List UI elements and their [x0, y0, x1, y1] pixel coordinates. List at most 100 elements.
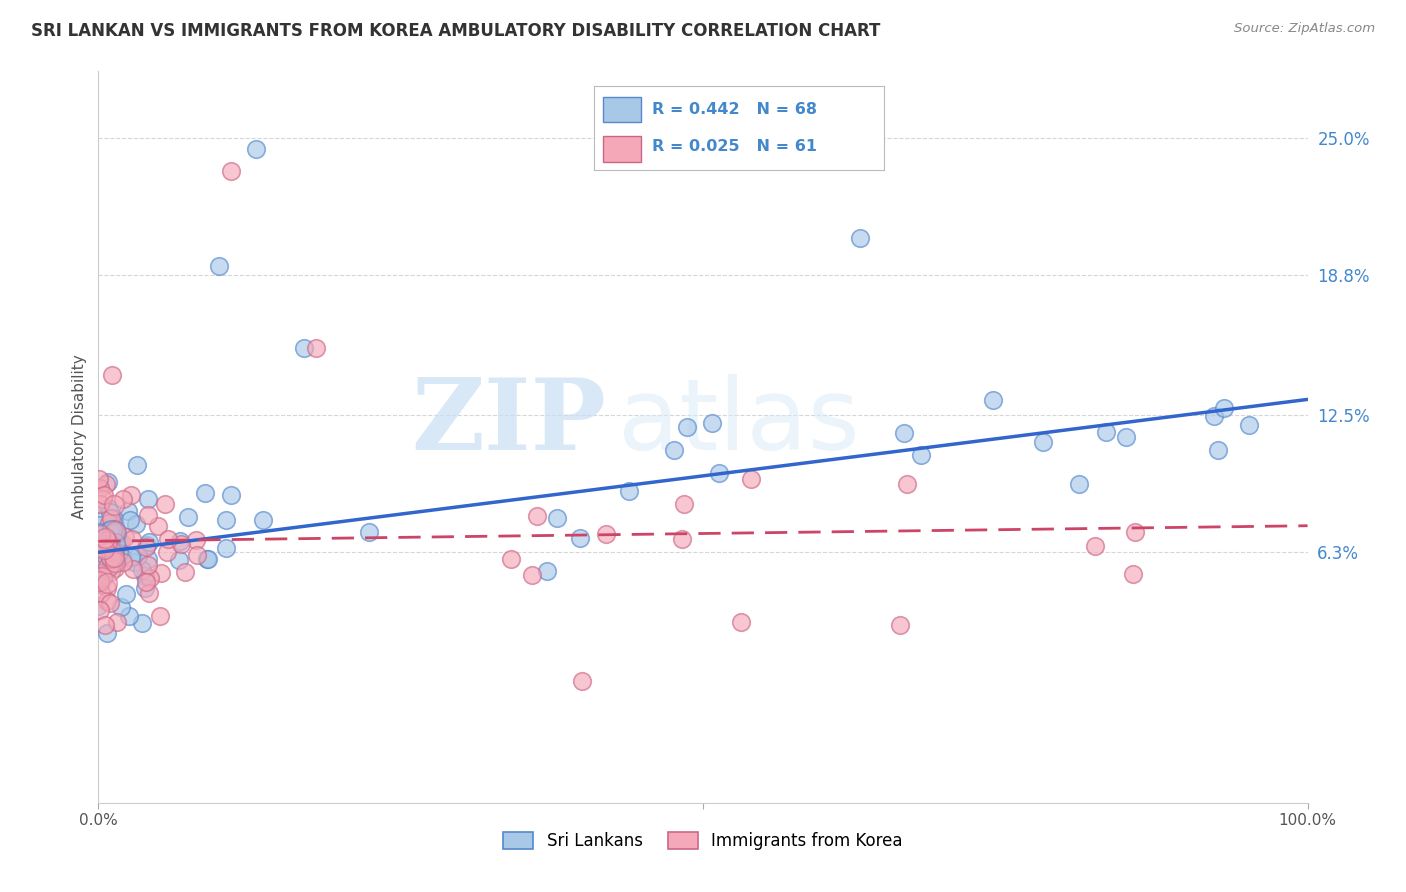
Point: [215, 513, 238, 527]
Point: [849, 230, 872, 244]
Point: [125, 458, 148, 472]
Point: [104, 549, 127, 563]
Point: [131, 616, 153, 631]
Point: [221, 488, 243, 502]
Point: [103, 498, 125, 512]
Point: [98, 596, 121, 610]
Point: [135, 540, 157, 554]
Point: [136, 492, 159, 507]
Point: [910, 448, 932, 462]
Point: [104, 561, 127, 575]
Point: [98, 505, 121, 519]
Point: [104, 517, 127, 532]
Point: [120, 488, 142, 502]
Point: [110, 535, 132, 549]
Point: [1094, 425, 1116, 440]
Point: [676, 420, 699, 434]
Point: [195, 552, 218, 566]
Point: [1115, 430, 1137, 444]
Point: [96, 535, 118, 549]
Point: [103, 521, 125, 535]
Point: [114, 530, 136, 544]
Point: [104, 553, 127, 567]
Point: [100, 550, 122, 565]
Point: [111, 549, 134, 564]
Point: [186, 548, 208, 562]
Point: [93, 487, 115, 501]
Point: [90, 560, 112, 574]
Point: [125, 516, 148, 531]
Point: [89, 497, 111, 511]
Point: [87, 569, 110, 583]
Point: [136, 551, 159, 566]
Point: [131, 563, 153, 577]
Point: [89, 574, 111, 589]
Point: [100, 543, 122, 558]
Point: [167, 553, 190, 567]
Point: [118, 608, 141, 623]
Point: [305, 342, 328, 356]
Point: [569, 531, 592, 545]
Point: [208, 260, 231, 274]
Point: [136, 538, 159, 552]
Point: [111, 556, 134, 570]
Point: [100, 550, 122, 565]
Point: [98, 516, 121, 530]
Point: [1084, 539, 1107, 553]
Point: [1123, 525, 1146, 540]
Point: [546, 511, 568, 525]
Point: [97, 500, 120, 515]
Point: [91, 547, 114, 561]
Point: [90, 526, 112, 541]
Point: [292, 342, 315, 356]
Point: [96, 549, 118, 564]
Point: [105, 615, 128, 629]
Point: [104, 555, 127, 569]
Point: [135, 574, 157, 589]
Point: [96, 552, 118, 566]
Point: [94, 618, 117, 632]
Point: [96, 575, 118, 590]
Text: ZIP: ZIP: [412, 374, 606, 471]
Point: [93, 541, 115, 556]
Point: [136, 558, 159, 572]
Point: [105, 526, 128, 541]
Point: [93, 566, 115, 580]
Point: [138, 586, 160, 600]
Text: SRI LANKAN VS IMMIGRANTS FROM KOREA AMBULATORY DISABILITY CORRELATION CHART: SRI LANKAN VS IMMIGRANTS FROM KOREA AMBU…: [31, 22, 880, 40]
Point: [108, 545, 131, 559]
Point: [1237, 418, 1260, 433]
Point: [87, 533, 110, 548]
Point: [87, 574, 110, 588]
Point: [896, 477, 918, 491]
Point: [139, 570, 162, 584]
Point: [87, 599, 110, 613]
Point: [100, 511, 122, 525]
Point: [1069, 477, 1091, 491]
Point: [89, 518, 111, 533]
Point: [662, 443, 685, 458]
Point: [90, 586, 112, 600]
Point: [184, 533, 207, 547]
Point: [89, 603, 111, 617]
Point: [96, 581, 118, 595]
Point: [174, 566, 197, 580]
Point: [87, 559, 110, 574]
Point: [103, 549, 125, 564]
Point: [170, 537, 193, 551]
Point: [730, 615, 752, 630]
Point: [245, 142, 267, 156]
Point: [96, 626, 118, 640]
Point: [134, 569, 156, 583]
Point: [98, 564, 121, 578]
Point: [115, 587, 138, 601]
Point: [1206, 443, 1229, 458]
Point: [100, 368, 122, 383]
Point: [93, 553, 115, 567]
Point: [97, 560, 120, 574]
Point: [177, 510, 200, 524]
Point: [197, 552, 219, 566]
Point: [149, 609, 172, 624]
Point: [194, 486, 217, 500]
Point: [700, 417, 723, 431]
